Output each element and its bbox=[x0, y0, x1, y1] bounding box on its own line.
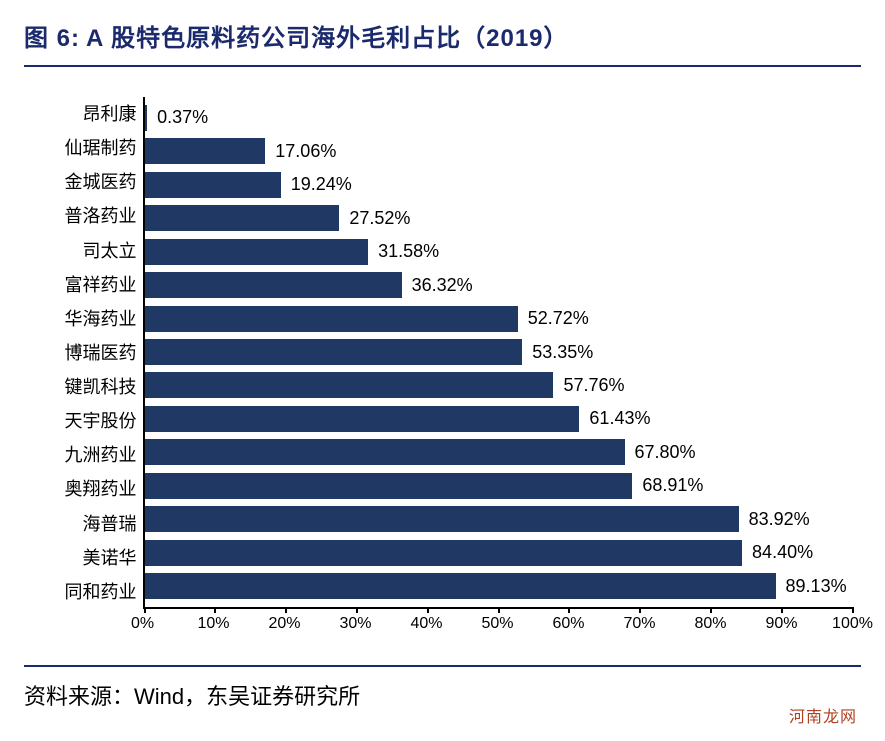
bar-row: 19.24% bbox=[145, 168, 853, 201]
bar bbox=[145, 205, 340, 231]
bar bbox=[145, 272, 402, 298]
bar-row: 0.37% bbox=[145, 101, 853, 134]
x-tick bbox=[356, 607, 358, 613]
x-tick bbox=[214, 607, 216, 613]
y-axis-label: 九洲药业 bbox=[33, 438, 137, 472]
bottom-rule bbox=[24, 665, 861, 667]
bar bbox=[145, 506, 739, 532]
bar bbox=[145, 239, 369, 265]
x-axis-label: 60% bbox=[552, 615, 584, 633]
x-axis-label: 10% bbox=[197, 615, 229, 633]
x-tick bbox=[498, 607, 500, 613]
bar-row: 27.52% bbox=[145, 201, 853, 234]
bar bbox=[145, 540, 743, 566]
x-tick bbox=[285, 607, 287, 613]
bar bbox=[145, 105, 148, 131]
bar bbox=[145, 573, 776, 599]
bar-value-label: 57.76% bbox=[563, 375, 624, 396]
x-tick bbox=[568, 607, 570, 613]
x-axis-label: 50% bbox=[481, 615, 513, 633]
bar bbox=[145, 406, 580, 432]
bar-value-label: 0.37% bbox=[157, 107, 208, 128]
bar-value-label: 53.35% bbox=[532, 342, 593, 363]
bar bbox=[145, 172, 281, 198]
bar-chart: 昂利康仙琚制药金城医药普洛药业司太立富祥药业华海药业博瑞医药键凯科技天宇股份九洲… bbox=[33, 97, 853, 609]
bar-value-label: 17.06% bbox=[275, 141, 336, 162]
bar-row: 61.43% bbox=[145, 402, 853, 435]
bar-value-label: 27.52% bbox=[349, 208, 410, 229]
y-axis-label: 奥翔药业 bbox=[33, 472, 137, 506]
figure-title: 图 6: A 股特色原料药公司海外毛利占比（2019） bbox=[24, 18, 861, 65]
plot-area: 0.37% 17.06% 19.24% 27.52% 31.58% 36.32% 52.72… bbox=[143, 97, 853, 609]
y-axis-label: 金城医药 bbox=[33, 165, 137, 199]
bar-value-label: 68.91% bbox=[642, 475, 703, 496]
bar bbox=[145, 439, 625, 465]
bars-group: 0.37% 17.06% 19.24% 27.52% 31.58% 36.32% 52.72… bbox=[145, 97, 853, 607]
x-tick bbox=[639, 607, 641, 613]
bar-row: 89.13% bbox=[145, 570, 853, 603]
y-axis-label: 昂利康 bbox=[33, 97, 137, 131]
x-axis-labels: 0%10%20%30%40%50%60%70%80%90%100% bbox=[143, 615, 853, 641]
x-tick bbox=[781, 607, 783, 613]
x-axis-label: 30% bbox=[339, 615, 371, 633]
source-text: Wind，东吴证券研究所 bbox=[134, 684, 360, 709]
bar-row: 53.35% bbox=[145, 335, 853, 368]
y-axis-label: 普洛药业 bbox=[33, 199, 137, 233]
y-axis-label: 华海药业 bbox=[33, 302, 137, 336]
source-label: 资料来源： bbox=[24, 684, 134, 709]
bar bbox=[145, 138, 266, 164]
bar bbox=[145, 473, 633, 499]
x-axis-label: 70% bbox=[623, 615, 655, 633]
bar-value-label: 61.43% bbox=[589, 408, 650, 429]
y-axis-label: 美诺华 bbox=[33, 541, 137, 575]
x-axis-label: 100% bbox=[832, 615, 873, 633]
bar-row: 67.80% bbox=[145, 436, 853, 469]
bar-value-label: 52.72% bbox=[528, 308, 589, 329]
x-tick bbox=[427, 607, 429, 613]
bar-row: 83.92% bbox=[145, 503, 853, 536]
bar-value-label: 84.40% bbox=[752, 542, 813, 563]
bar-row: 52.72% bbox=[145, 302, 853, 335]
y-axis-label: 键凯科技 bbox=[33, 370, 137, 404]
bar-row: 84.40% bbox=[145, 536, 853, 569]
x-axis-label: 20% bbox=[268, 615, 300, 633]
chart-container: 昂利康仙琚制药金城医药普洛药业司太立富祥药业华海药业博瑞医药键凯科技天宇股份九洲… bbox=[33, 97, 853, 641]
figure-number: 图 6: bbox=[24, 18, 80, 53]
source-line: 资料来源：Wind，东吴证券研究所 bbox=[24, 677, 861, 711]
bar-row: 17.06% bbox=[145, 134, 853, 167]
y-axis-label: 司太立 bbox=[33, 234, 137, 268]
top-rule bbox=[24, 65, 861, 67]
bar-value-label: 31.58% bbox=[378, 241, 439, 262]
bar bbox=[145, 306, 518, 332]
bar-value-label: 89.13% bbox=[786, 576, 847, 597]
bar-value-label: 19.24% bbox=[291, 174, 352, 195]
x-axis-ticks bbox=[145, 607, 853, 613]
x-axis-label: 0% bbox=[131, 615, 154, 633]
bar-value-label: 67.80% bbox=[635, 442, 696, 463]
x-axis-label: 40% bbox=[410, 615, 442, 633]
y-axis-label: 富祥药业 bbox=[33, 268, 137, 302]
y-axis-label: 天宇股份 bbox=[33, 404, 137, 438]
bar-row: 31.58% bbox=[145, 235, 853, 268]
x-axis-label: 80% bbox=[694, 615, 726, 633]
bar-value-label: 83.92% bbox=[749, 509, 810, 530]
y-axis-label: 博瑞医药 bbox=[33, 336, 137, 370]
x-tick bbox=[852, 607, 854, 613]
x-tick bbox=[710, 607, 712, 613]
bar bbox=[145, 372, 554, 398]
y-axis-label: 同和药业 bbox=[33, 575, 137, 609]
figure-title-text: A 股特色原料药公司海外毛利占比（2019） bbox=[86, 18, 569, 53]
bar bbox=[145, 339, 523, 365]
bar-row: 36.32% bbox=[145, 268, 853, 301]
figure-frame: 图 6: A 股特色原料药公司海外毛利占比（2019） 昂利康仙琚制药金城医药普… bbox=[0, 0, 885, 741]
y-axis-label: 海普瑞 bbox=[33, 507, 137, 541]
x-axis-label: 90% bbox=[765, 615, 797, 633]
x-tick bbox=[144, 607, 146, 613]
watermark: 河南龙网 bbox=[789, 703, 857, 727]
y-axis-label: 仙琚制药 bbox=[33, 131, 137, 165]
bar-row: 57.76% bbox=[145, 369, 853, 402]
y-axis-labels: 昂利康仙琚制药金城医药普洛药业司太立富祥药业华海药业博瑞医药键凯科技天宇股份九洲… bbox=[33, 97, 143, 609]
bar-value-label: 36.32% bbox=[412, 275, 473, 296]
bar-row: 68.91% bbox=[145, 469, 853, 502]
